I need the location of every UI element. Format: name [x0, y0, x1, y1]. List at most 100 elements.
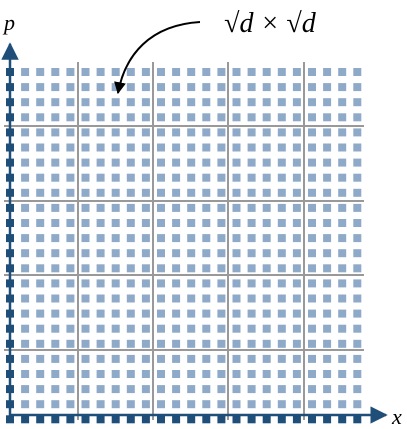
- cell: [217, 294, 226, 303]
- cell: [292, 203, 301, 212]
- cell: [292, 173, 301, 182]
- axis-cell: [187, 415, 196, 424]
- cell: [232, 234, 241, 243]
- cell: [51, 279, 60, 288]
- cell: [51, 264, 60, 273]
- cell: [51, 339, 60, 348]
- cell: [66, 158, 75, 167]
- cell: [323, 279, 332, 288]
- cell: [51, 158, 60, 167]
- cell: [187, 128, 196, 137]
- cell: [172, 128, 181, 137]
- cell: [232, 354, 241, 363]
- cell: [323, 249, 332, 258]
- cell: [353, 98, 362, 107]
- cell: [277, 249, 286, 258]
- cell: [157, 400, 165, 409]
- cell: [292, 264, 301, 273]
- cell: [353, 249, 362, 258]
- cell: [187, 173, 196, 182]
- cell: [36, 400, 45, 409]
- cell: [338, 339, 347, 348]
- cell: [96, 173, 105, 182]
- cell: [232, 324, 241, 333]
- cell: [172, 143, 181, 152]
- cell: [232, 294, 241, 303]
- cell-grid: [6, 68, 362, 424]
- cell: [111, 400, 120, 409]
- cell: [217, 98, 226, 107]
- cell: [262, 143, 271, 152]
- cell: [111, 203, 120, 212]
- cell: [96, 143, 105, 152]
- cell: [126, 203, 135, 212]
- cell: [247, 264, 256, 273]
- cell: [292, 370, 301, 378]
- cell: [202, 400, 211, 409]
- cell: [187, 324, 196, 333]
- cell: [51, 354, 60, 363]
- cell: [51, 143, 60, 152]
- cell: [277, 370, 286, 378]
- cell: [187, 294, 196, 303]
- cell: [141, 264, 150, 273]
- cell: [36, 385, 45, 394]
- cell: [81, 234, 90, 243]
- cell: [262, 400, 271, 409]
- cell: [141, 400, 150, 409]
- cell: [21, 354, 30, 363]
- cell: [202, 83, 211, 92]
- cell: [172, 309, 181, 318]
- cell: [172, 158, 181, 167]
- cell: [36, 324, 45, 333]
- cell: [353, 400, 362, 409]
- cell: [172, 249, 181, 258]
- cell: [141, 158, 150, 167]
- cell: [323, 264, 332, 273]
- cell: [217, 385, 226, 394]
- cell: [111, 128, 120, 137]
- cell: [172, 339, 181, 348]
- cell: [323, 294, 332, 303]
- cell: [126, 400, 135, 409]
- cell: [126, 385, 135, 394]
- cell: [247, 188, 256, 197]
- cell: [262, 264, 271, 273]
- cell: [232, 370, 241, 378]
- cell: [292, 279, 301, 288]
- cell: [323, 370, 332, 378]
- cell: [323, 234, 332, 243]
- cell: [21, 324, 30, 333]
- cell: [202, 98, 211, 107]
- cell: [96, 264, 105, 273]
- cell: [66, 188, 75, 197]
- cell: [172, 324, 181, 333]
- cell: [66, 83, 75, 92]
- cell: [323, 188, 332, 197]
- axis-cell: [277, 415, 286, 424]
- cell: [111, 249, 120, 258]
- cell: [353, 219, 362, 227]
- cell: [232, 385, 241, 394]
- cell: [172, 279, 181, 288]
- cell: [96, 98, 105, 107]
- cell: [277, 354, 286, 363]
- cell: [172, 370, 181, 378]
- cell: [21, 203, 30, 212]
- cell: [21, 83, 30, 92]
- cell: [308, 385, 316, 394]
- cell: [51, 249, 60, 258]
- cell: [308, 324, 316, 333]
- cell: [126, 173, 135, 182]
- cell: [338, 385, 347, 394]
- cell: [323, 113, 332, 122]
- cell: [96, 158, 105, 167]
- cell: [277, 279, 286, 288]
- cell: [81, 279, 90, 288]
- axis-cell: [172, 415, 181, 424]
- cell: [217, 400, 226, 409]
- cell: [126, 158, 135, 167]
- cell: [96, 385, 105, 394]
- cell: [21, 279, 30, 288]
- cell: [338, 400, 347, 409]
